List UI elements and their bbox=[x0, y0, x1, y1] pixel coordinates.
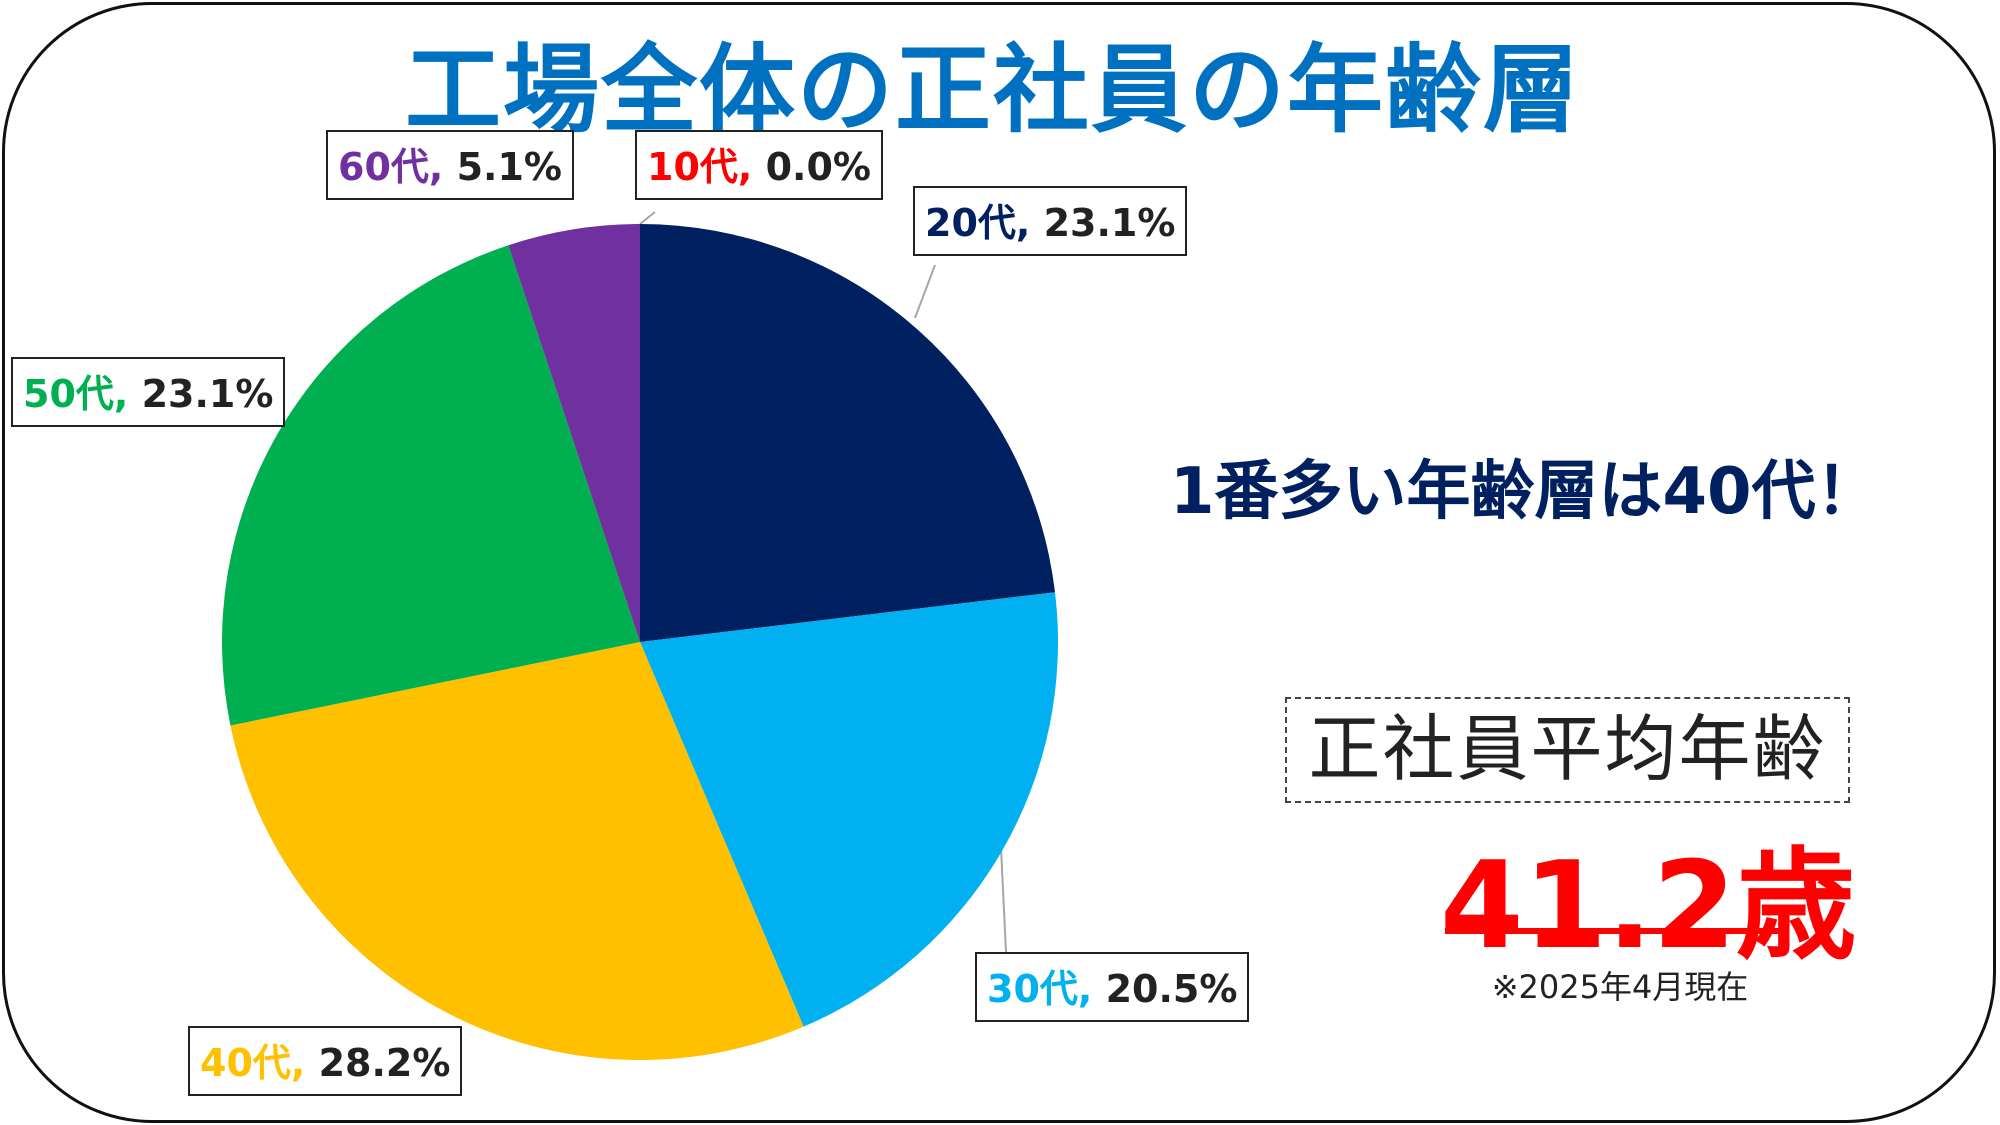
slice-label-value: 5.1% bbox=[456, 145, 562, 189]
slice-label-30s: 30代, 20.5% bbox=[975, 952, 1250, 1022]
slice-label-category: 10代 bbox=[647, 145, 738, 189]
leader-line-0 bbox=[639, 211, 656, 225]
slice-label-sep: , bbox=[290, 1041, 319, 1085]
average-age-label-box: 正社員平均年齢 bbox=[1285, 697, 1850, 803]
slice-label-value: 20.5% bbox=[1105, 967, 1238, 1011]
slice-label-value: 0.0% bbox=[765, 145, 871, 189]
pie-slice-30代 bbox=[640, 592, 1058, 1027]
chart-title: 工場全体の正社員の年齢層 bbox=[405, 34, 1581, 146]
slice-label-value: 23.1% bbox=[1043, 201, 1176, 245]
headline-text: 1番多い年齢層は40代！ bbox=[1170, 455, 1880, 529]
average-age-underline bbox=[1445, 928, 1781, 934]
slice-label-20s: 20代, 23.1% bbox=[913, 186, 1188, 256]
average-age-label: 正社員平均年齢 bbox=[1308, 707, 1827, 791]
slice-label-category: 30代 bbox=[987, 967, 1078, 1011]
slice-label-value: 23.1% bbox=[141, 372, 274, 416]
slice-label-sep: , bbox=[113, 372, 142, 416]
pie-slice-50代 bbox=[222, 245, 640, 726]
slice-label-category: 40代 bbox=[200, 1041, 291, 1085]
slice-label-sep: , bbox=[428, 145, 457, 189]
leader-line-2 bbox=[1000, 847, 1007, 953]
slice-label-sep: , bbox=[1077, 967, 1106, 1011]
pie-slice-60代 bbox=[508, 224, 640, 642]
slice-label-sep: , bbox=[737, 145, 766, 189]
leader-line-1 bbox=[914, 264, 936, 319]
leader-lines bbox=[639, 211, 1007, 953]
slice-label-value: 28.2% bbox=[318, 1041, 451, 1085]
pie-slice-40代 bbox=[230, 642, 804, 1060]
slice-label-50s: 50代, 23.1% bbox=[11, 357, 286, 427]
slice-label-10s: 10代, 0.0% bbox=[635, 130, 883, 200]
as-of-note: ※2025年4月現在 bbox=[1491, 968, 1749, 1006]
slice-label-60s: 60代, 5.1% bbox=[326, 130, 574, 200]
pie-slices bbox=[222, 224, 1058, 1060]
average-age-value: 41.2歳 bbox=[1440, 837, 1857, 976]
slice-label-sep: , bbox=[1015, 201, 1044, 245]
slice-label-category: 50代 bbox=[23, 372, 114, 416]
pie-slice-20代 bbox=[640, 224, 1056, 642]
slice-label-category: 20代 bbox=[925, 201, 1016, 245]
slice-label-40s: 40代, 28.2% bbox=[188, 1026, 463, 1096]
slice-label-category: 60代 bbox=[338, 145, 429, 189]
